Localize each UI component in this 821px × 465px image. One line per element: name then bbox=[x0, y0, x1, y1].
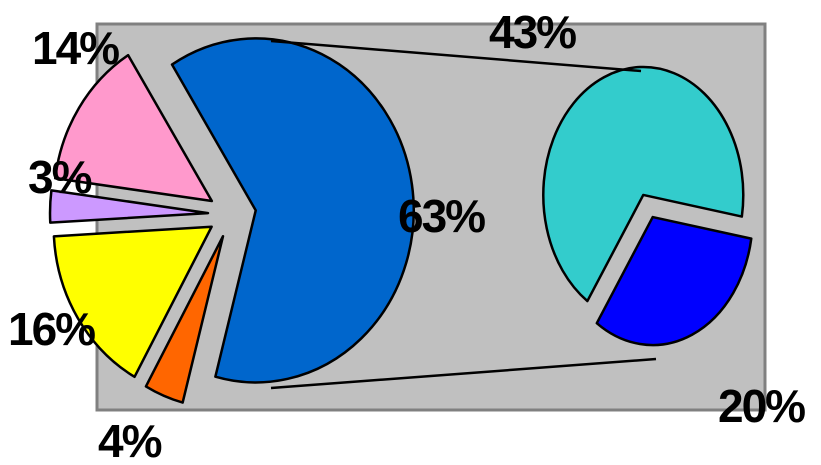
data-label-63: 63% bbox=[398, 190, 485, 242]
data-label-20: 20% bbox=[718, 380, 805, 432]
data-label-43: 43% bbox=[489, 6, 576, 58]
data-label-3: 3% bbox=[28, 151, 92, 203]
data-label-16: 16% bbox=[8, 303, 95, 355]
data-label-14: 14% bbox=[32, 22, 119, 74]
data-label-4: 4% bbox=[98, 415, 162, 465]
